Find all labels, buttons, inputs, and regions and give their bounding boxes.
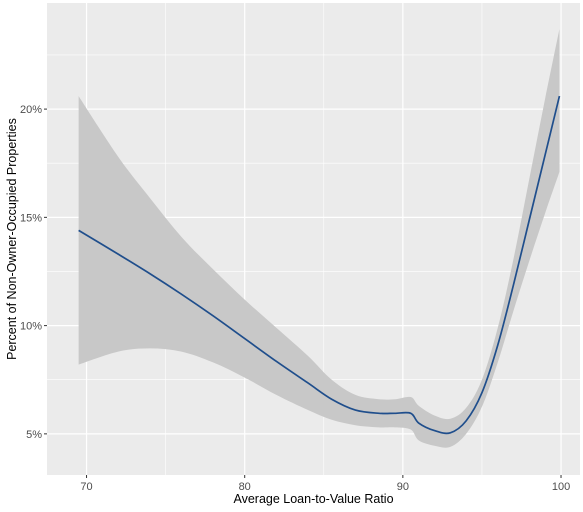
x-tick-label: 100 — [552, 481, 570, 493]
y-tick-label: 15% — [20, 212, 42, 224]
x-axis: 70 80 90 100 — [80, 475, 570, 493]
x-tick-label: 70 — [80, 481, 92, 493]
y-tick-label: 5% — [26, 429, 42, 441]
fitted-line — [78, 95, 561, 435]
x-tick-label: 90 — [397, 481, 409, 493]
y-tick-label: 10% — [20, 321, 42, 333]
y-axis-title: Percent of Non-Owner-Occupied Properties — [5, 118, 19, 360]
confidence-band — [78, 28, 560, 448]
y-axis: 5% 10% 15% 20% — [20, 104, 47, 441]
x-tick-label: 80 — [239, 481, 251, 493]
y-tick-label: 20% — [20, 104, 42, 116]
gridlines — [47, 3, 580, 475]
x-axis-title: Average Loan-to-Value Ratio — [233, 492, 393, 506]
